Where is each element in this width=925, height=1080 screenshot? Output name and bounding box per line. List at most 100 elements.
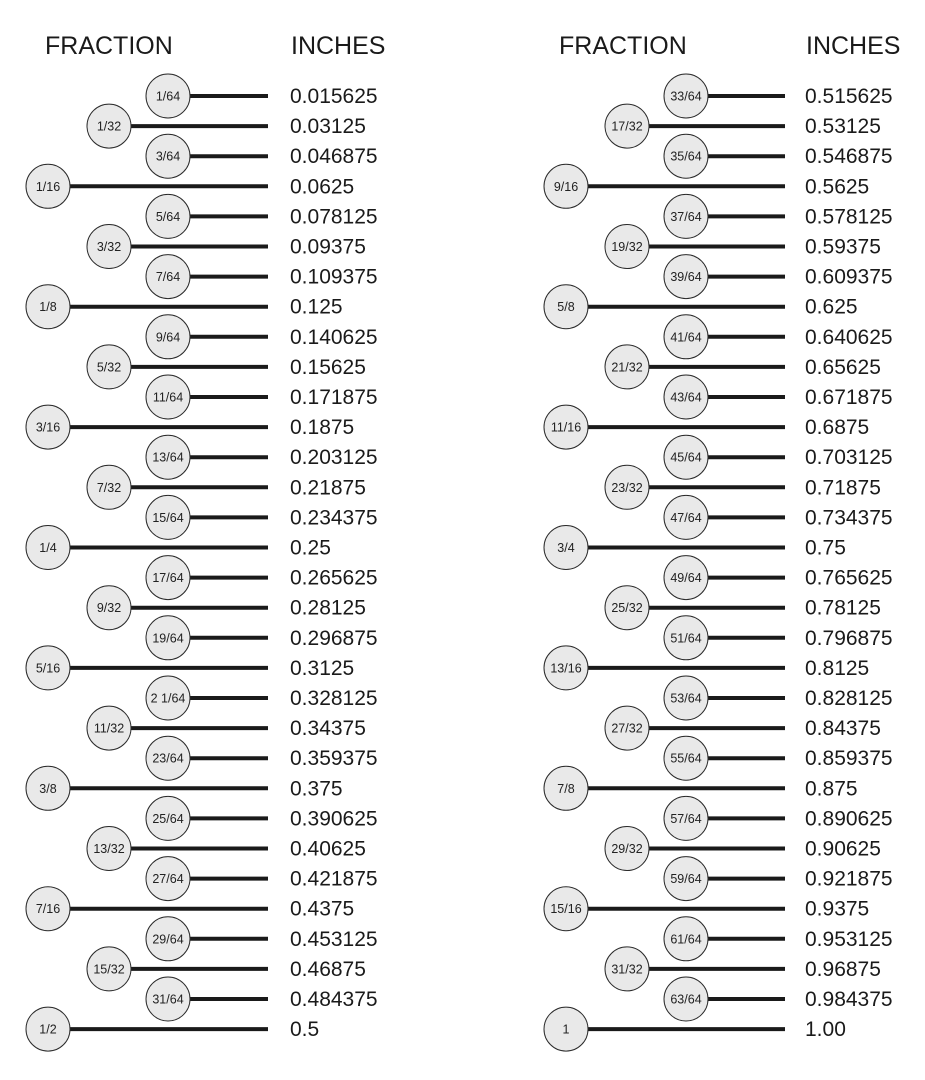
row: 7/16 0.4375 bbox=[25, 886, 354, 932]
row: 3/32 0.09375 bbox=[86, 224, 366, 269]
inches-value: 0.6875 bbox=[805, 416, 869, 439]
fraction-label: 5/64 bbox=[156, 210, 180, 224]
row: 43/64 0.671875 bbox=[663, 374, 893, 420]
inches-value: 0.265625 bbox=[290, 567, 378, 590]
inches-value: 0.84375 bbox=[805, 717, 881, 740]
row: 9/32 0.28125 bbox=[86, 585, 366, 631]
fraction-bubble bbox=[663, 735, 709, 781]
fraction-label: 2 1/64 bbox=[151, 692, 186, 706]
fraction-bubble bbox=[663, 374, 709, 420]
fraction-label: 7/32 bbox=[97, 481, 121, 495]
inches-value: 0.15625 bbox=[290, 356, 366, 379]
fraction-bubble bbox=[663, 615, 709, 661]
fraction-label: 19/32 bbox=[611, 240, 642, 254]
fraction-label: 3/16 bbox=[36, 421, 60, 435]
fraction-bubble bbox=[86, 103, 132, 149]
row: 53/64 0.828125 bbox=[663, 675, 893, 721]
fraction-bubble bbox=[86, 224, 132, 269]
fraction-bubble bbox=[86, 946, 132, 992]
fraction-label: 7/8 bbox=[557, 782, 574, 796]
row: 1/64 0.015625 bbox=[145, 73, 378, 119]
fraction-label: 17/64 bbox=[152, 571, 183, 585]
inches-value: 0.109375 bbox=[290, 266, 378, 289]
row: 31/32 0.96875 bbox=[604, 946, 881, 992]
row: 61/64 0.953125 bbox=[663, 916, 893, 962]
row: 11/64 0.171875 bbox=[145, 374, 378, 420]
row: 5/8 0.625 bbox=[543, 284, 858, 330]
fraction-label: 1/16 bbox=[36, 180, 60, 194]
inches-value: 0.75 bbox=[805, 537, 846, 560]
row: 27/32 0.84375 bbox=[604, 705, 881, 751]
fraction-bubble bbox=[543, 284, 589, 330]
fraction-label: 13/64 bbox=[152, 451, 183, 465]
fraction-bubble bbox=[145, 254, 191, 300]
fraction-label: 29/64 bbox=[152, 932, 183, 946]
row: 11/16 0.6875 bbox=[543, 404, 869, 450]
inches-value: 0.515625 bbox=[805, 85, 893, 108]
left-inches-header: INCHES bbox=[291, 32, 385, 60]
row: 63/64 0.984375 bbox=[663, 976, 893, 1022]
fraction-bubble bbox=[145, 374, 191, 420]
row: 13/16 0.8125 bbox=[543, 645, 869, 691]
fraction-bubble bbox=[604, 826, 650, 871]
row: 1/4 0.25 bbox=[25, 525, 331, 570]
row: 1 1.00 bbox=[543, 1006, 846, 1052]
row: 9/16 0.5625 bbox=[543, 163, 869, 209]
fraction-label: 1/4 bbox=[39, 541, 56, 555]
row: 13/32 0.40625 bbox=[86, 826, 366, 871]
row: 49/64 0.765625 bbox=[663, 555, 893, 601]
fraction-label: 59/64 bbox=[670, 872, 701, 886]
inches-value: 0.796875 bbox=[805, 627, 893, 650]
fraction-bubble bbox=[86, 826, 132, 871]
fraction-bubble bbox=[663, 434, 709, 480]
fraction-bubble bbox=[663, 976, 709, 1022]
inches-value: 0.0625 bbox=[290, 175, 354, 198]
row: 37/64 0.578125 bbox=[663, 193, 893, 239]
row: 5/16 0.3125 bbox=[25, 645, 354, 691]
row: 17/64 0.265625 bbox=[145, 555, 378, 601]
fraction-bubble bbox=[663, 254, 709, 300]
fraction-bubble bbox=[145, 434, 191, 480]
inches-value: 0.484375 bbox=[290, 988, 378, 1011]
row: 3/8 0.375 bbox=[25, 765, 343, 811]
row: 27/64 0.421875 bbox=[145, 856, 378, 902]
fraction-bubble bbox=[663, 193, 709, 239]
fraction-label: 27/64 bbox=[152, 872, 183, 886]
row: 5/32 0.15625 bbox=[86, 344, 366, 390]
row: 39/64 0.609375 bbox=[663, 254, 893, 300]
row: 13/64 0.203125 bbox=[145, 434, 378, 480]
row: 9/64 0.140625 bbox=[145, 314, 378, 360]
inches-value: 0.671875 bbox=[805, 386, 893, 409]
fraction-bubble bbox=[604, 344, 650, 390]
row: 3/4 0.75 bbox=[543, 525, 846, 570]
fraction-bubble bbox=[543, 1006, 589, 1052]
fraction-label: 11/16 bbox=[551, 421, 581, 435]
fraction-bubble bbox=[145, 615, 191, 661]
inches-value: 0.296875 bbox=[290, 627, 378, 650]
fraction-bubble bbox=[25, 525, 71, 570]
right-fraction-header: FRACTION bbox=[559, 32, 687, 60]
row: 7/8 0.875 bbox=[543, 765, 858, 811]
row: 7/64 0.109375 bbox=[145, 254, 378, 300]
row: 17/32 0.53125 bbox=[604, 103, 881, 149]
fraction-label: 5/32 bbox=[97, 360, 121, 374]
row: 57/64 0.890625 bbox=[663, 795, 893, 841]
inches-value: 0.5625 bbox=[805, 175, 869, 198]
row: 29/64 0.453125 bbox=[145, 916, 378, 962]
fraction-bubble bbox=[663, 133, 709, 179]
fraction-bubble bbox=[86, 585, 132, 631]
inches-value: 0.78125 bbox=[805, 597, 881, 620]
fraction-label: 39/64 bbox=[670, 270, 701, 284]
fraction-bubble bbox=[25, 645, 71, 691]
row: 25/32 0.78125 bbox=[604, 585, 881, 631]
inches-value: 0.328125 bbox=[290, 687, 378, 710]
row: 3/64 0.046875 bbox=[145, 133, 378, 179]
row: 15/64 0.234375 bbox=[145, 494, 378, 540]
fraction-label: 25/64 bbox=[152, 812, 183, 826]
fraction-label: 31/64 bbox=[152, 993, 183, 1007]
fraction-bubble bbox=[604, 585, 650, 631]
fraction-label: 41/64 bbox=[670, 330, 701, 344]
inches-value: 0.046875 bbox=[290, 145, 378, 168]
fraction-bubble bbox=[543, 645, 589, 691]
